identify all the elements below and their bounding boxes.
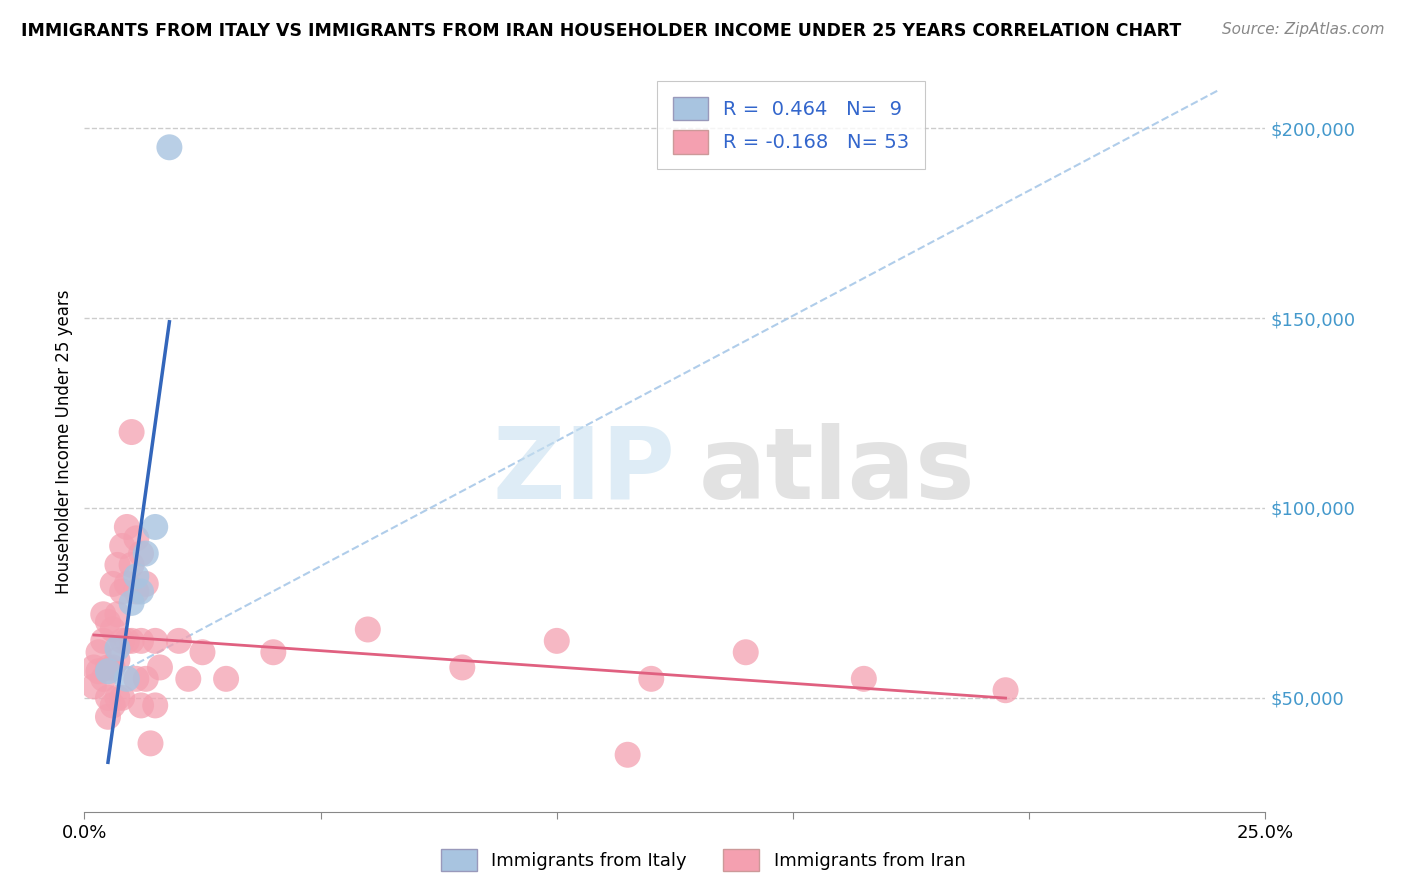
Point [157, 140, 180, 154]
Point [97, 665, 120, 679]
Point [143, 698, 166, 713]
Point [111, 690, 134, 705]
Y-axis label: Householder Income Under 25 years: Householder Income Under 25 years [55, 289, 73, 594]
Point [111, 539, 134, 553]
Text: Source: ZipAtlas.com: Source: ZipAtlas.com [1222, 22, 1385, 37]
Point [177, 672, 200, 686]
Text: IMMIGRANTS FROM ITALY VS IMMIGRANTS FROM IRAN HOUSEHOLDER INCOME UNDER 25 YEARS : IMMIGRANTS FROM ITALY VS IMMIGRANTS FROM… [21, 22, 1181, 40]
Point [115, 520, 138, 534]
Point [143, 520, 166, 534]
Point [121, 596, 143, 610]
Point [121, 633, 143, 648]
Point [357, 623, 380, 637]
Point [101, 623, 124, 637]
Point [83, 680, 105, 694]
Point [101, 698, 124, 713]
Point [101, 577, 124, 591]
Point [734, 645, 756, 659]
Point [139, 736, 162, 750]
Point [129, 547, 152, 561]
Point [125, 584, 148, 599]
Point [87, 645, 110, 659]
Point [107, 558, 129, 572]
Legend: R =  0.464   N=  9, R = -0.168   N= 53: R = 0.464 N= 9, R = -0.168 N= 53 [657, 81, 925, 169]
Point [111, 633, 134, 648]
Point [135, 577, 157, 591]
Point [97, 660, 120, 674]
Point [97, 615, 120, 629]
Point [451, 660, 474, 674]
Text: atlas: atlas [699, 423, 976, 520]
Point [852, 672, 875, 686]
Point [107, 607, 129, 622]
Point [121, 558, 143, 572]
Point [101, 660, 124, 674]
Point [262, 645, 284, 659]
Point [97, 710, 120, 724]
Point [107, 690, 129, 705]
Point [191, 645, 214, 659]
Text: ZIP: ZIP [492, 423, 675, 520]
Point [546, 633, 568, 648]
Point [111, 584, 134, 599]
Point [121, 425, 143, 439]
Point [135, 547, 157, 561]
Point [129, 698, 152, 713]
Point [125, 532, 148, 546]
Point [640, 672, 662, 686]
Point [115, 672, 138, 686]
Point [616, 747, 638, 762]
Point [115, 577, 138, 591]
Point [129, 633, 152, 648]
Point [143, 633, 166, 648]
Point [167, 633, 190, 648]
Point [83, 660, 105, 674]
Point [107, 653, 129, 667]
Point [91, 633, 114, 648]
Point [994, 683, 1017, 698]
Legend: Immigrants from Italy, Immigrants from Iran: Immigrants from Italy, Immigrants from I… [433, 842, 973, 879]
Point [91, 607, 114, 622]
Point [129, 584, 152, 599]
Point [135, 672, 157, 686]
Point [87, 665, 110, 679]
Point [97, 690, 120, 705]
Point [149, 660, 172, 674]
Point [215, 672, 238, 686]
Point [91, 672, 114, 686]
Point [107, 641, 129, 656]
Point [125, 569, 148, 583]
Point [115, 633, 138, 648]
Point [125, 672, 148, 686]
